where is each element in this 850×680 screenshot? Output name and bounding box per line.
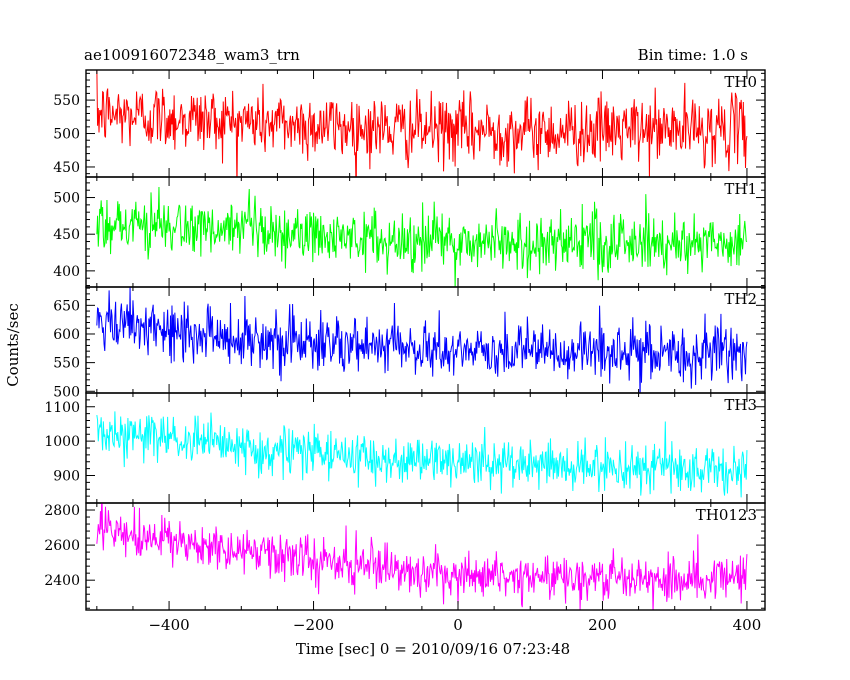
- y-tick-label: 450: [53, 160, 80, 176]
- y-tick-label: 500: [53, 384, 80, 400]
- series-line-th0: [96, 70, 748, 177]
- y-tick-label: 600: [53, 327, 80, 343]
- y-tick-label: 450: [53, 227, 80, 243]
- y-axis-label: Counts/sec: [4, 303, 22, 387]
- y-tick-label: 500: [53, 127, 80, 143]
- series-line-th1: [96, 187, 748, 287]
- y-tick-label: 500: [53, 191, 80, 207]
- y-tick-label: 550: [53, 356, 80, 372]
- y-tick-label: 1000: [44, 434, 80, 450]
- panel-label-th2: TH2: [724, 290, 757, 308]
- y-tick-label: 400: [53, 264, 80, 280]
- panel-label-th3: TH3: [724, 396, 757, 414]
- x-axis-label: Time [sec] 0 = 2010/09/16 07:23:48: [296, 640, 570, 658]
- bin-time-label: Bin time: 1.0 s: [637, 46, 748, 64]
- y-tick-label: 2400: [44, 573, 80, 589]
- panel-frame: [85, 502, 766, 611]
- y-tick-label: 650: [53, 298, 80, 314]
- panel-th0: 450 500 550 TH0: [53, 69, 766, 178]
- panel-th1: 400 450 500 TH1: [53, 176, 766, 288]
- panel-label-th1: TH1: [724, 180, 757, 198]
- panel-frame: [85, 392, 766, 504]
- series-line-th3: [96, 411, 748, 498]
- series-line-th2: [96, 287, 748, 393]
- x-tick-label: 400: [733, 616, 762, 634]
- chart-title: ae100916072348_wam3_trn: [84, 46, 300, 64]
- panel-label-th0: TH0: [724, 73, 757, 91]
- panel-th3: 900 1000 1100 TH3: [44, 392, 766, 504]
- y-tick-label: 2600: [44, 538, 80, 554]
- y-tick-label: 550: [53, 93, 80, 109]
- panel-label-th0123: TH0123: [696, 506, 757, 524]
- y-tick-label: 1100: [44, 400, 80, 416]
- x-tick-label: 0: [453, 616, 463, 634]
- x-tick-label: −400: [148, 616, 189, 634]
- panel-th0123: 2400 2600 2800 TH0123: [44, 502, 766, 611]
- series-line-th0123: [96, 503, 748, 610]
- x-axis: −400 −200 0 200 400: [148, 616, 761, 634]
- panel-th2: 500 550 600 650 TH2: [53, 286, 766, 400]
- panels-layer: 450 500 550 TH0 400 450 500 TH1 500 550 600 650 TH2 9…: [44, 69, 766, 611]
- y-tick-label: 900: [53, 469, 80, 485]
- x-tick-label: 200: [588, 616, 617, 634]
- y-tick-label: 2800: [44, 503, 80, 519]
- x-tick-label: −200: [293, 616, 334, 634]
